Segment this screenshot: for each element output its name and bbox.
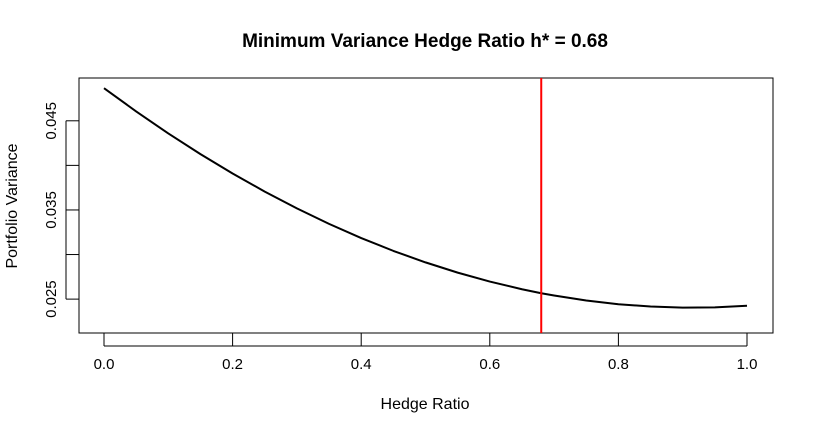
y-axis-title: Portfolio Variance bbox=[4, 143, 21, 268]
x-axis: 0.0 0.2 0.4 0.6 0.8 1.0 bbox=[94, 333, 758, 373]
x-tick-label: 0.8 bbox=[608, 356, 629, 373]
series-line bbox=[103, 87, 748, 309]
y-tick-label: 0.035 bbox=[43, 191, 60, 229]
x-tick-label: 0.0 bbox=[94, 356, 115, 373]
y-axis: 0.025 0.035 0.045 bbox=[43, 102, 79, 318]
x-tick-label: 0.2 bbox=[222, 356, 243, 373]
series-layer bbox=[103, 87, 748, 309]
x-tick-label: 1.0 bbox=[737, 356, 758, 373]
plot-frame bbox=[78, 77, 774, 334]
y-tick-label: 0.045 bbox=[43, 102, 60, 140]
x-axis-title: Hedge Ratio bbox=[381, 396, 470, 413]
x-tick-label: 0.6 bbox=[479, 356, 500, 373]
chart-title: Minimum Variance Hedge Ratio h* = 0.68 bbox=[242, 31, 608, 52]
x-tick-label: 0.4 bbox=[351, 356, 372, 373]
y-tick-label: 0.025 bbox=[43, 280, 60, 318]
